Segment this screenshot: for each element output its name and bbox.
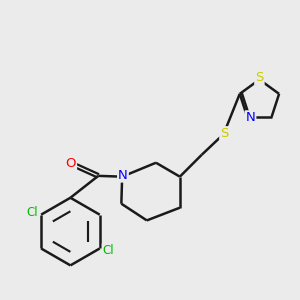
Text: Cl: Cl [27,206,38,219]
Text: N: N [246,111,255,124]
Text: O: O [66,158,76,170]
Text: N: N [118,169,128,182]
Text: S: S [255,71,264,85]
Text: S: S [220,127,229,140]
Text: Cl: Cl [103,244,114,257]
